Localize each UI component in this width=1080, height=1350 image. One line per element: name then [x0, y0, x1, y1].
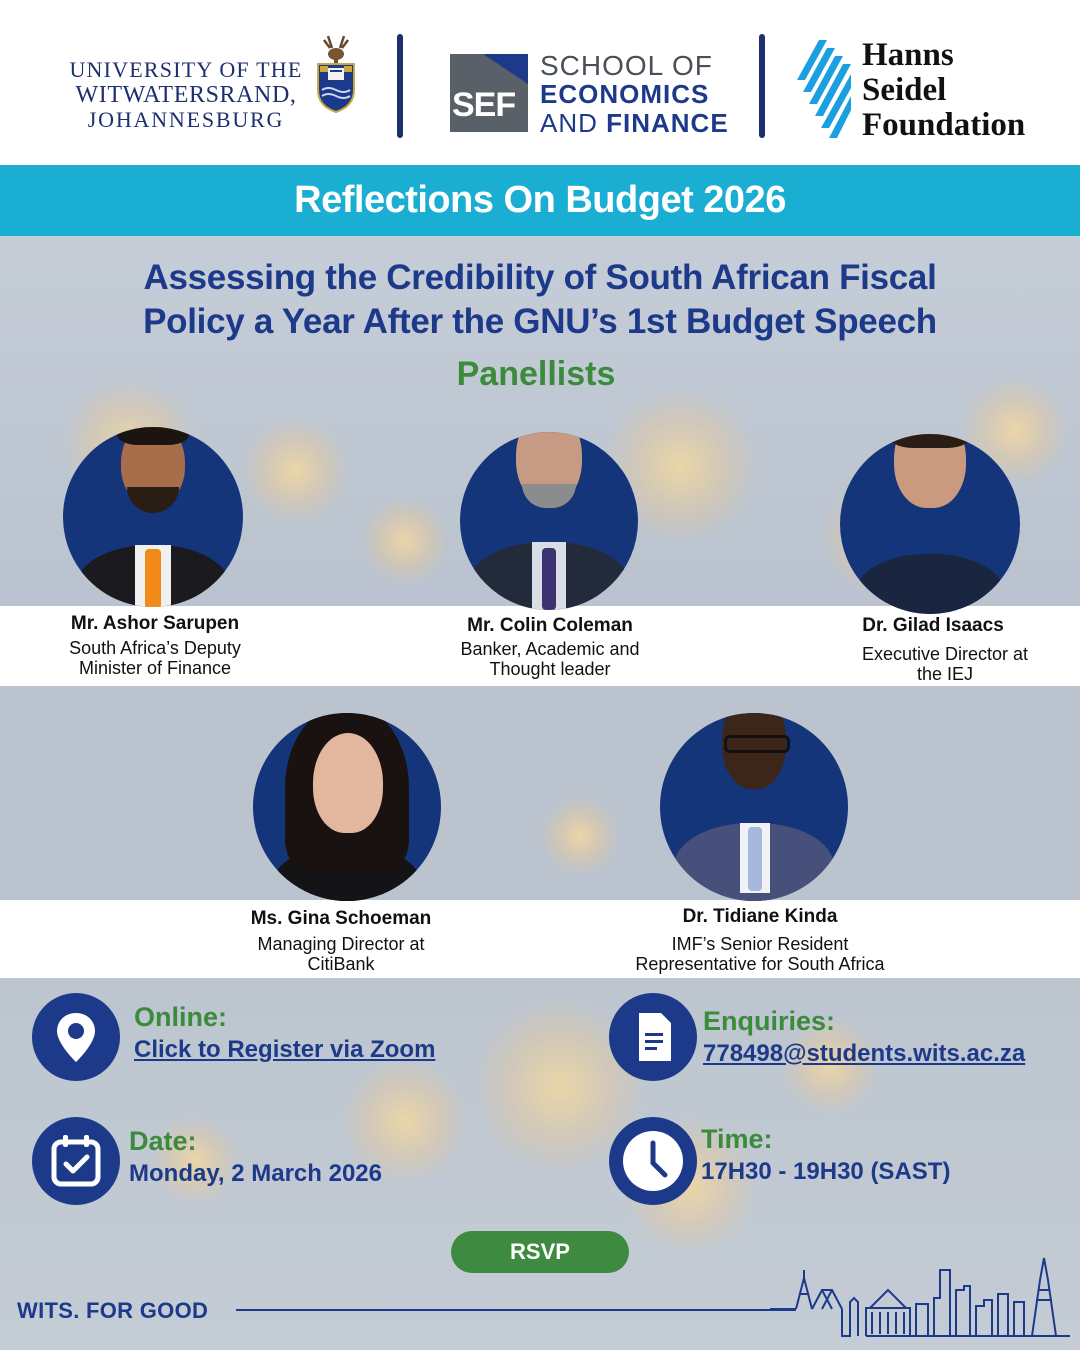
event-title: Reflections On Budget 2026 [294, 179, 786, 221]
rsvp-button[interactable]: RSVP [451, 1231, 629, 1273]
time-label: Time: [701, 1124, 773, 1154]
sef-line-1: SCHOOL OF [540, 50, 713, 81]
panellist-role-line: Thought leader [489, 659, 611, 679]
sef-logo-corner [483, 54, 528, 84]
avatar [253, 713, 441, 901]
panellist-name: Dr. Gilad Isaacs [862, 615, 1004, 636]
footer-tagline: WITS. FOR GOOD [17, 1298, 209, 1323]
zoom-register-link[interactable]: Click to Register via Zoom [134, 1036, 436, 1063]
wits-line-1: UNIVERSITY OF THE [69, 57, 303, 82]
location-pin-icon [32, 993, 120, 1081]
panellist-role-line: CitiBank [307, 954, 375, 974]
hsf-line-3: Foundation [862, 107, 1026, 143]
panellist-role-line: Managing Director at [257, 934, 425, 954]
johannesburg-skyline-icon [770, 1257, 1070, 1337]
subtitle-line-1: Assessing the Credibility of South Afric… [143, 258, 937, 297]
panellist-role-line: Minister of Finance [78, 658, 232, 678]
sef-line-2: ECONOMICS [540, 79, 710, 109]
panellist-role-line: South Africa’s Deputy [69, 638, 241, 658]
panellist-role: IMF’s Senior Resident Representative for… [600, 934, 920, 974]
date-value: Monday, 2 March 2026 [129, 1160, 382, 1187]
avatar [840, 434, 1020, 614]
date-label: Date: [129, 1126, 197, 1156]
wits-line-3: JOHANNESBURG [87, 107, 285, 132]
names-band-row-2 [0, 900, 1080, 978]
hsf-line-2: Seidel [862, 72, 947, 108]
sef-line-3: AND FINANCE [540, 109, 729, 138]
sef-logo-text: SCHOOL OF ECONOMICS AND FINANCE [540, 51, 729, 138]
enquiries-label: Enquiries: [703, 1006, 836, 1036]
sef-line-3-finance: FINANCE [606, 108, 729, 138]
wits-logo-text: UNIVERSITY OF THE WITWATERSRAND, JOHANNE… [66, 58, 306, 132]
panellist-role: Executive Director at the IEJ [800, 644, 1080, 684]
header-divider [397, 34, 403, 138]
panellist-role-line: Executive Director at [861, 644, 1029, 664]
panellists-heading: Panellists [456, 355, 616, 393]
wits-line-2: WITWATERSRAND, [75, 82, 297, 108]
names-band-row-1 [0, 606, 1080, 686]
subtitle-line-2: Policy a Year After the GNU’s 1st Budget… [143, 302, 937, 341]
header-divider [759, 34, 765, 138]
title-banner: Reflections On Budget 2026 [0, 165, 1080, 236]
sef-line-3-and: AND [540, 108, 607, 138]
panellist-role-line: Banker, Academic and [460, 639, 640, 659]
avatar [460, 432, 638, 610]
panellist-role: Managing Director at CitiBank [206, 934, 476, 974]
panellist-role-line: the IEJ [916, 664, 974, 684]
hsf-stripes-icon [797, 40, 851, 138]
enquiries-email-link[interactable]: 778498@students.wits.ac.za [703, 1040, 1026, 1067]
avatar [660, 713, 848, 901]
panellist-name: Dr. Tidiane Kinda [682, 906, 838, 927]
header-logos: UNIVERSITY OF THE WITWATERSRAND, JOHANNE… [0, 0, 1080, 165]
document-icon [609, 993, 697, 1081]
online-label: Online: [134, 1002, 227, 1032]
hsf-logo-text: Hanns Seidel Foundation [862, 38, 1025, 143]
wits-crest-icon [317, 35, 355, 114]
time-value: 17H30 - 19H30 (SAST) [701, 1158, 951, 1185]
footer-line [236, 1309, 796, 1311]
panellist-role: Banker, Academic and Thought leader [415, 639, 685, 679]
hsf-line-1: Hanns [862, 37, 954, 73]
sef-logo-letters: SEF [452, 86, 516, 124]
avatar [63, 427, 243, 607]
clock-icon [609, 1117, 697, 1205]
panellist-name: Mr. Ashor Sarupen [70, 613, 240, 634]
event-subtitle: Assessing the Credibility of South Afric… [60, 256, 1020, 344]
calendar-icon [32, 1117, 120, 1205]
panellist-role: South Africa’s Deputy Minister of Financ… [20, 638, 290, 678]
panellist-name: Mr. Colin Coleman [467, 615, 633, 636]
panellist-role-line: IMF’s Senior Resident [671, 934, 849, 954]
panellist-role-line: Representative for South Africa [635, 954, 885, 974]
panellist-name: Ms. Gina Schoeman [250, 908, 432, 929]
